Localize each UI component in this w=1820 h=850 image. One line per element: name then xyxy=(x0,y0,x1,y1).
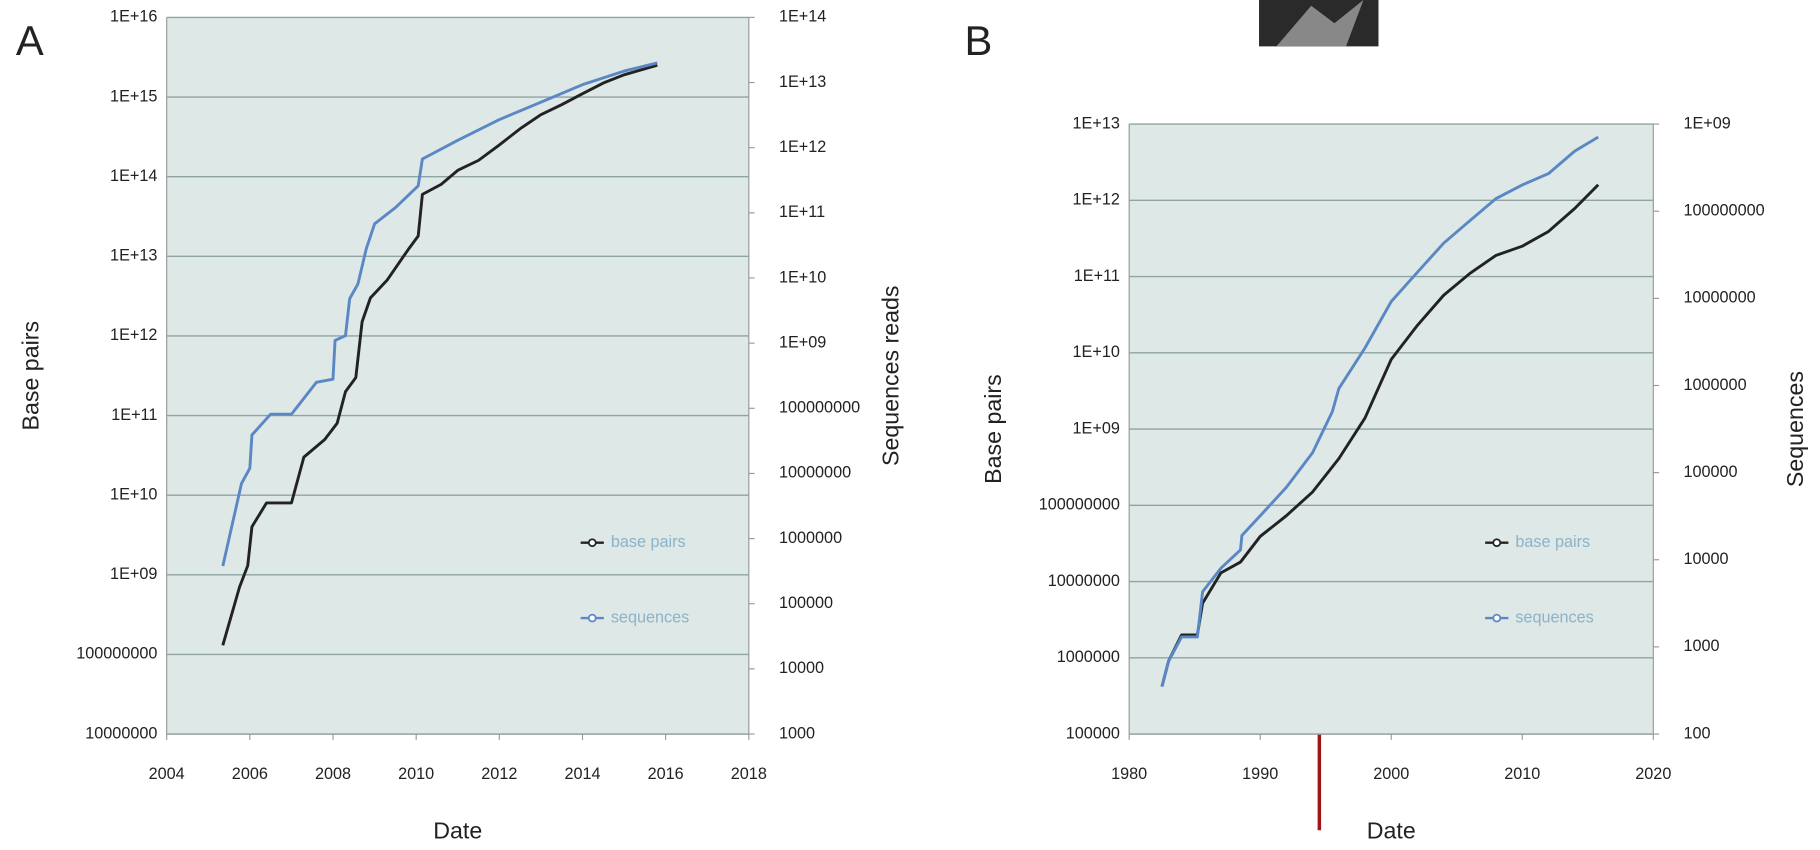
y2-tick-label: 100000 xyxy=(1683,463,1737,481)
x-tick-label: 2010 xyxy=(398,765,434,783)
y-tick-label: 1E+10 xyxy=(110,485,157,503)
legend-marker xyxy=(1493,615,1500,622)
x-tick-label: 2012 xyxy=(481,765,517,783)
y-tick-label: 1000000 xyxy=(1057,648,1120,666)
y2-tick-label: 10000000 xyxy=(1683,289,1755,307)
y2-tick-label: 10000000 xyxy=(779,464,851,482)
y2-tick-label: 1E+14 xyxy=(779,8,826,26)
y-tick-label: 1E+11 xyxy=(111,406,157,424)
x-axis-label: Date xyxy=(1367,818,1416,844)
x-tick-label: 1990 xyxy=(1242,765,1278,783)
y2-tick-label: 1E+09 xyxy=(1683,114,1730,132)
legend-marker xyxy=(589,615,596,622)
y2-tick-label: 100000000 xyxy=(779,399,860,417)
legend-label: sequences xyxy=(611,608,689,626)
y-tick-label: 100000000 xyxy=(1039,496,1120,514)
x-tick-label: 2000 xyxy=(1373,765,1409,783)
y2-tick-label: 10000 xyxy=(779,659,824,677)
y-tick-label: 1E+12 xyxy=(110,326,157,344)
x-tick-label: 2006 xyxy=(232,765,268,783)
y2-axis-label: Sequences reads xyxy=(878,285,904,465)
legend-marker xyxy=(1493,539,1500,546)
y-axis-label: Base pairs xyxy=(980,374,1006,484)
y2-tick-label: 1E+10 xyxy=(779,268,826,286)
x-tick-label: 2014 xyxy=(564,765,600,783)
panel-label: A xyxy=(16,17,44,64)
x-tick-label: 2016 xyxy=(648,765,684,783)
y2-tick-label: 10000 xyxy=(1683,550,1728,568)
y-tick-label: 1E+13 xyxy=(1073,114,1120,132)
y-tick-label: 1E+15 xyxy=(110,87,157,105)
x-tick-label: 2018 xyxy=(731,765,767,783)
y-axis-label: Base pairs xyxy=(17,321,43,431)
y2-tick-label: 1000 xyxy=(1683,637,1719,655)
y2-tick-label: 1E+09 xyxy=(779,333,826,351)
plot-area xyxy=(167,17,749,734)
y-tick-label: 1E+13 xyxy=(110,247,157,265)
y-tick-label: 10000000 xyxy=(85,724,157,742)
y-tick-label: 1E+09 xyxy=(1073,419,1120,437)
panel-label: B xyxy=(964,17,992,64)
y-tick-label: 1E+11 xyxy=(1074,267,1120,285)
x-tick-label: 2010 xyxy=(1504,765,1540,783)
y-tick-label: 1E+16 xyxy=(110,8,157,26)
y2-tick-label: 100000 xyxy=(779,594,833,612)
y2-axis-label: Sequences xyxy=(1782,371,1808,487)
y-tick-label: 1E+14 xyxy=(110,167,157,185)
legend-marker xyxy=(589,539,596,546)
y2-tick-label: 100 xyxy=(1683,724,1710,742)
y-tick-label: 1E+12 xyxy=(1073,191,1120,209)
y-tick-label: 1E+09 xyxy=(110,565,157,583)
y2-tick-label: 1E+11 xyxy=(779,203,825,221)
figure: 10000000 100000000 1E+09 1E+10 1E+11 1E+12 1E+… xyxy=(0,0,1820,850)
legend-label: sequences xyxy=(1515,608,1593,626)
y2-tick-label: 1000 xyxy=(779,724,815,742)
y2-tick-label: 1000000 xyxy=(1683,376,1746,394)
x-axis-label: Date xyxy=(433,818,482,844)
y-tick-label: 100000 xyxy=(1066,724,1120,742)
y2-tick-label: 100000000 xyxy=(1683,201,1764,219)
y-tick-label: 100000000 xyxy=(76,645,157,663)
page: 10000000 100000000 1E+09 1E+10 1E+11 1E+12 1E+… xyxy=(0,0,1820,850)
legend-label: base pairs xyxy=(1515,533,1590,551)
y2-tick-label: 1E+12 xyxy=(779,138,826,156)
y-tick-label: 1E+10 xyxy=(1073,343,1120,361)
y-tick-label: 10000000 xyxy=(1048,572,1120,590)
x-tick-label: 2008 xyxy=(315,765,351,783)
y2-tick-label: 1E+13 xyxy=(779,73,826,91)
y2-tick-label: 1000000 xyxy=(779,529,842,547)
x-tick-label: 1980 xyxy=(1111,765,1147,783)
x-tick-label: 2020 xyxy=(1635,765,1671,783)
legend-label: base pairs xyxy=(611,533,686,551)
x-tick-label: 2004 xyxy=(149,765,185,783)
